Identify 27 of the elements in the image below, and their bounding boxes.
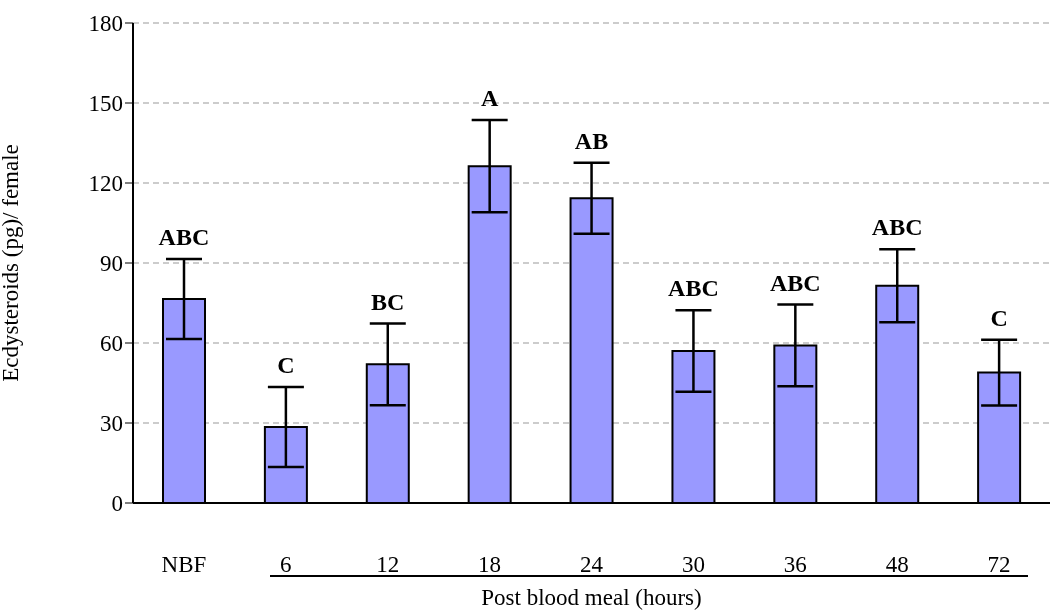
y-tick-label: 90 (100, 251, 123, 277)
annotation: A (480, 85, 499, 112)
x-tick-label: 12 (376, 552, 400, 578)
annotation: ABC (769, 269, 821, 296)
annotation: C (990, 304, 1008, 331)
y-tick-label: 150 (88, 91, 123, 117)
x-tick-label: 6 (280, 552, 292, 578)
y-axis-title: Ecdysteroids (pg)/ female (0, 144, 24, 382)
x-tick-label: 36 (783, 552, 807, 578)
annotation: AB (574, 127, 609, 154)
y-tick-label: 120 (88, 171, 123, 197)
annotation: ABC (871, 214, 923, 241)
y-tick-label: 0 (111, 491, 123, 517)
x-axis-title: Post blood meal (hours) (481, 585, 702, 610)
x-tick-label: 24 (580, 552, 604, 578)
annotation: ABC (158, 224, 210, 250)
annotation: C (277, 352, 295, 378)
y-tick-label: 180 (88, 11, 123, 37)
x-tick-label: 72 (987, 552, 1011, 578)
x-tick-label: NBF (161, 552, 207, 578)
y-tick-label: 30 (100, 411, 123, 437)
y-tick-label: 60 (100, 331, 123, 357)
x-tick-label: 30 (681, 552, 705, 578)
x-tick-label: 48 (885, 552, 909, 578)
x-tick-label: 18 (478, 552, 502, 578)
annotation: ABC (668, 275, 719, 302)
annotation: BC (371, 288, 405, 315)
